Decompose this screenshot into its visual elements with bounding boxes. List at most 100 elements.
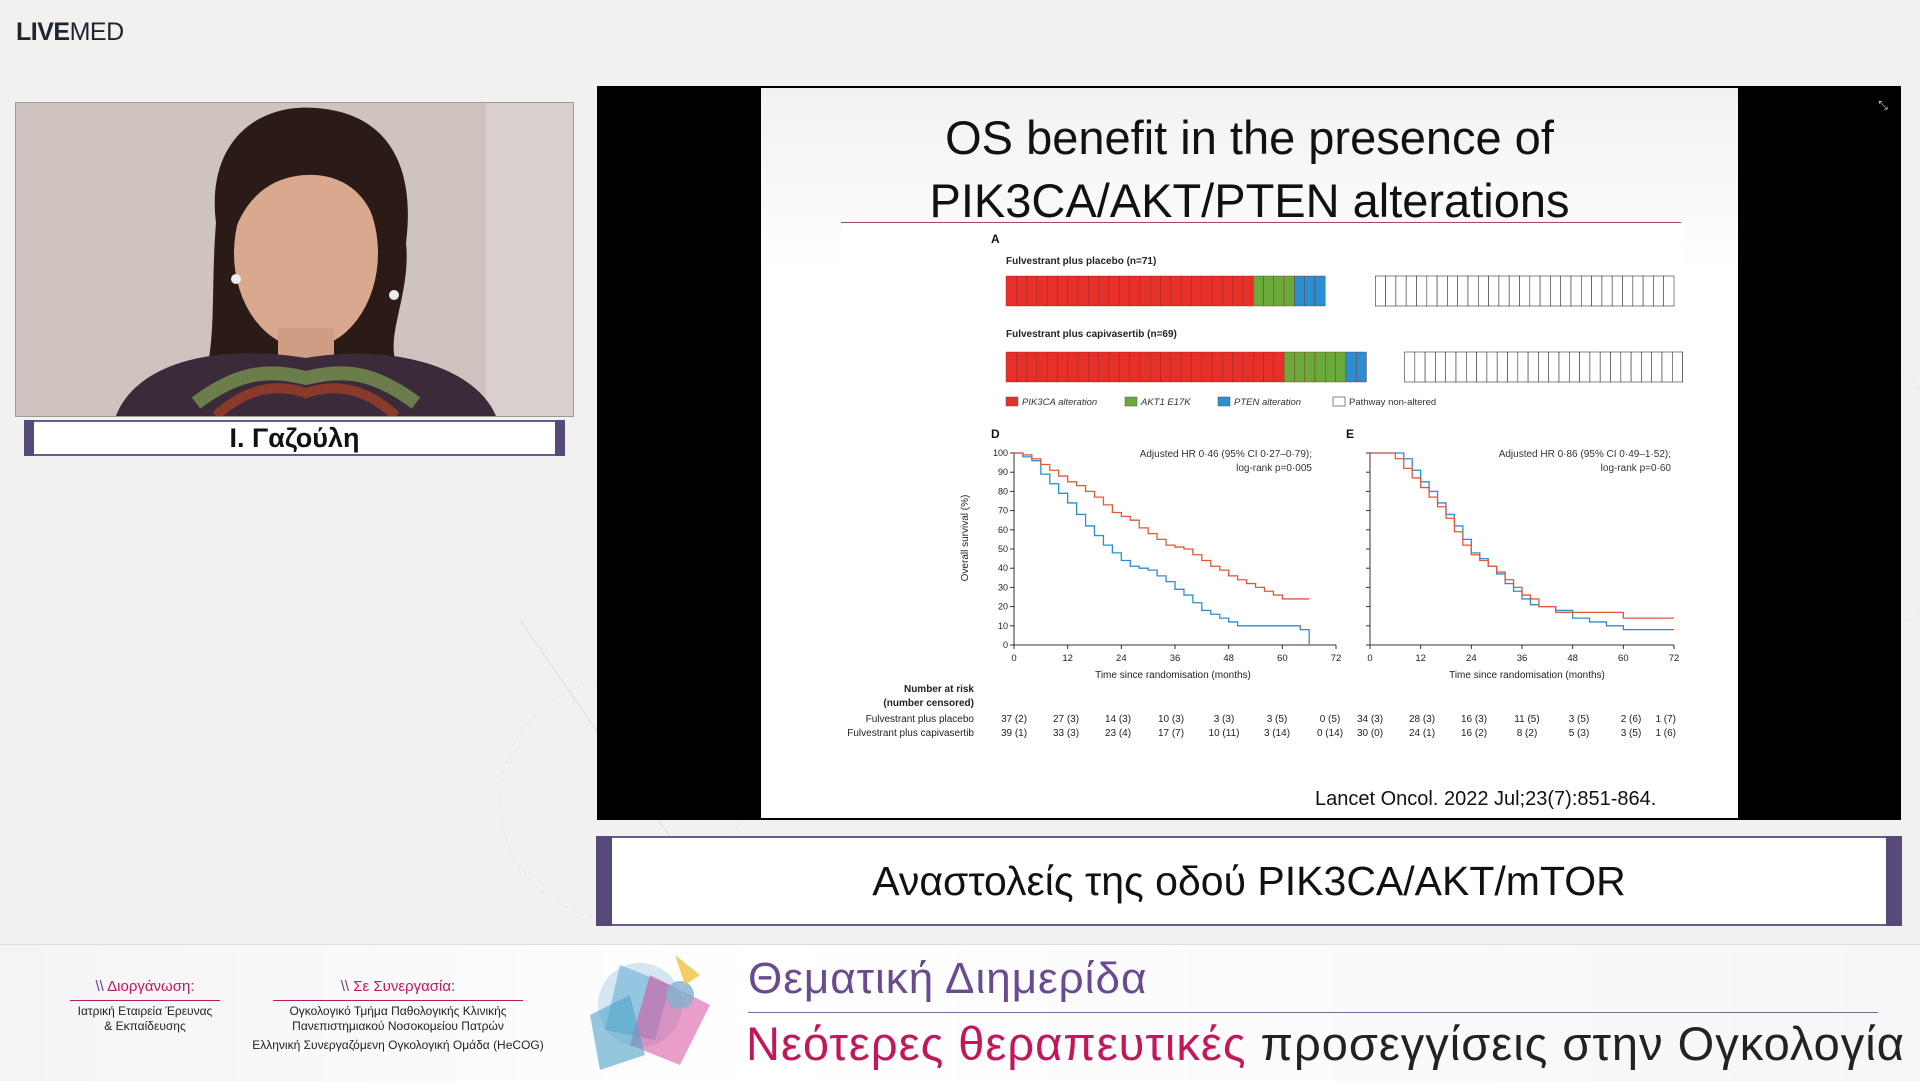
non-altered-cell [1447,276,1457,306]
speaker-nameplate: Ι. Γαζούλη [24,420,565,456]
risk-cell: 0 (14) [1317,728,1343,739]
risk-cell: 24 (1) [1409,728,1435,739]
y-tick-label: 100 [993,448,1008,458]
alteration-cell [1119,352,1129,382]
group2-title: Fulvestrant plus capivasertib (n=69) [1006,329,1177,340]
speaker-silhouette [16,103,573,416]
x-tick-label: 36 [1517,653,1528,664]
y-tick-label: 90 [998,467,1008,477]
panel-d-ylabel: Overall survival (%) [960,495,971,582]
alteration-cell [1356,352,1366,382]
alteration-cell [1222,276,1232,306]
alteration-cell [1140,352,1150,382]
alteration-cell [1099,276,1109,306]
alteration-cell [1243,352,1253,382]
organizer-label: Διοργάνωση: [107,978,194,995]
presentation-slide: OS benefit in the presence of PIK3CA/AKT… [761,88,1738,818]
study-figure: A Fulvestrant plus placebo (n=71) Fulves… [841,223,1683,753]
non-altered-cell [1520,276,1530,306]
x-tick-label: 0 [1367,653,1372,664]
partner-line3: Ελληνική Συνεργαζόμενη Ογκολογική Ομάδα … [228,1038,568,1053]
non-altered-cell [1652,352,1662,382]
legend-swatch-non-altered [1333,397,1345,406]
non-altered-cell [1672,352,1682,382]
x-tick-label: 72 [1331,653,1342,664]
non-altered-cell [1631,352,1641,382]
non-altered-cell [1406,276,1416,306]
non-altered-cell [1458,276,1468,306]
risk-cell: 1 (7) [1655,714,1676,725]
risk-cell: 10 (11) [1209,728,1240,739]
alteration-cell [1099,352,1109,382]
partner-label: Σε Συνεργασία: [353,978,455,995]
alteration-cell [1140,276,1150,306]
non-altered-cell [1518,352,1528,382]
alteration-cell [1191,276,1201,306]
km-curve [1014,453,1309,599]
non-altered-cell [1435,352,1445,382]
non-altered-cell [1643,276,1653,306]
km-curve [1014,453,1309,645]
alteration-cell [1325,352,1335,382]
alteration-cell [1171,276,1181,306]
partner-line1: Ογκολογικό Τμήμα Παθολογικής Κλινικής [228,1004,568,1019]
non-altered-cell [1477,352,1487,382]
risk-cell: 3 (5) [1569,714,1590,725]
km-curve [1370,453,1674,630]
alteration-cell [1150,276,1160,306]
non-altered-cell [1664,276,1674,306]
non-altered-cell [1569,352,1579,382]
alteration-cell [1294,276,1304,306]
alteration-cell [1047,352,1057,382]
risk-cell: 37 (2) [1001,714,1027,725]
event-title: Θεματική Διημερίδα [748,954,1147,1004]
non-altered-cell [1497,352,1507,382]
partner-block: \\ Σε Συνεργασία: Ογκολογικό Τμήμα Παθολ… [228,979,568,1053]
risk-row-label-capivasertib: Fulvestrant plus capivasertib [847,728,974,739]
alteration-cell [1150,352,1160,382]
risk-cell: 8 (2) [1517,728,1538,739]
risk-cell: 14 (3) [1105,714,1131,725]
alteration-cell [1294,352,1304,382]
alteration-cell [1016,276,1026,306]
non-altered-cell [1417,276,1427,306]
alteration-cell [1181,352,1191,382]
event-subtitle: Νεότερες θεραπευτικές προσεγγίσεις στην … [746,1016,1905,1071]
risk-cell: 0 (5) [1320,714,1341,725]
non-altered-cell [1590,352,1600,382]
alteration-cell [1212,276,1222,306]
risk-table-header-line1: Number at risk [904,684,974,695]
alteration-cell [1171,352,1181,382]
collapse-fullscreen-icon[interactable]: ⤡ [1872,98,1894,112]
alteration-cell [1109,276,1119,306]
panel-d-xlabel: Time since randomisation (months) [1095,670,1251,681]
y-tick-label: 20 [998,602,1008,612]
non-altered-cell [1549,352,1559,382]
non-altered-cell [1571,276,1581,306]
non-altered-cell [1386,276,1396,306]
event-subtitle-rest: προσεγγίσεις στην Ογκολογία [1261,1017,1905,1070]
alteration-cell [1130,352,1140,382]
partner-line2: Πανεπιστημιακού Νοσοκομείου Πατρών [228,1019,568,1034]
y-tick-label: 60 [998,525,1008,535]
alteration-cell [1161,352,1171,382]
y-tick-label: 50 [998,544,1008,554]
organizer-block: \\ Διοργάνωση: Ιατρική Εταιρεία Έρευνας … [40,979,250,1034]
non-altered-cell [1592,276,1602,306]
non-altered-cell [1538,352,1548,382]
risk-cell: 1 (6) [1655,728,1676,739]
alteration-cell [1264,352,1274,382]
non-altered-cell [1437,276,1447,306]
non-altered-cell [1468,276,1478,306]
panel-d-annotation-line1: Adjusted HR 0·46 (95% CI 0·27–0·79); [1140,449,1312,460]
alteration-cell [1202,352,1212,382]
group1-title: Fulvestrant plus placebo (n=71) [1006,256,1156,267]
y-tick-label: 30 [998,582,1008,592]
legend-label-pik3ca: PIK3CA alteration [1022,397,1097,408]
non-altered-cell [1559,352,1569,382]
alteration-cell [1315,276,1325,306]
non-altered-cell [1600,352,1610,382]
x-tick-label: 72 [1669,653,1680,664]
y-tick-label: 80 [998,486,1008,496]
